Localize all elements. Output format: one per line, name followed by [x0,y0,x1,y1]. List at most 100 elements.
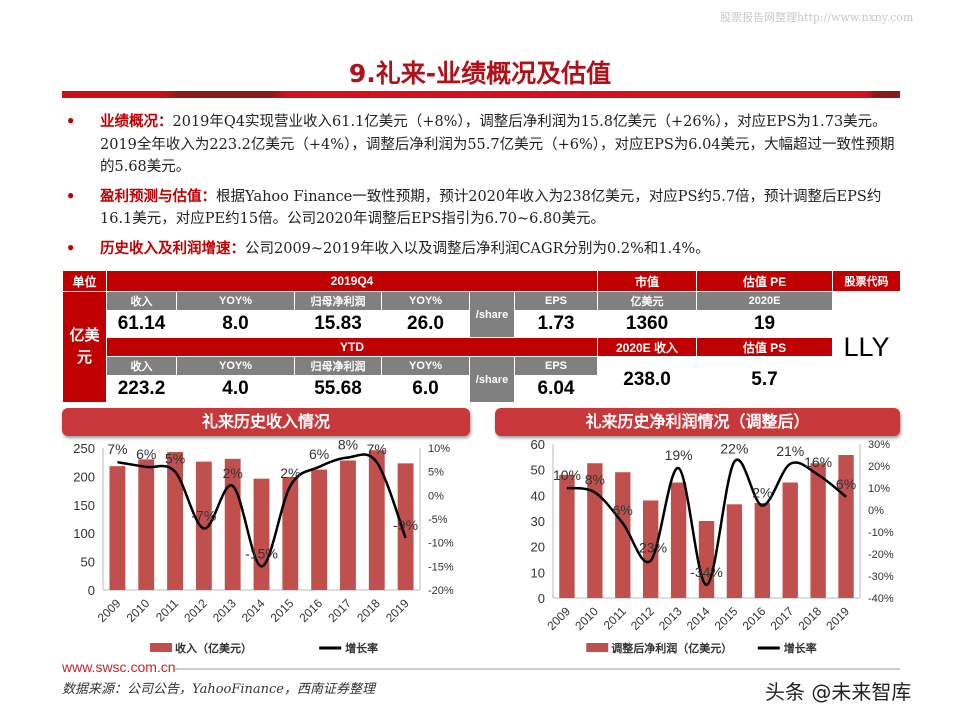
bar [109,466,126,590]
x-tick-label: 2014 [239,596,268,625]
bar [368,450,385,590]
col-header: YOY% [381,356,470,376]
y-tick-label: 100 [73,526,95,541]
bar [698,521,715,598]
y-tick-label: 150 [73,498,95,513]
x-tick-label: 2015 [268,596,297,625]
col-header: EPS [513,356,599,376]
col-header: 归母净利润 [294,356,382,376]
data-label: 6% [613,502,633,518]
x-tick-label: 2014 [684,604,713,633]
ps-header: 估值 PS [696,337,834,357]
legend-label: 收入（亿美元） [175,641,252,655]
bar [559,474,575,598]
ytd-net-profit-yoy: 6.0 [381,375,470,403]
bullet-heading: 历史收入及利润增速： [100,240,245,257]
x-tick-label: 2013 [656,604,685,633]
bar [311,469,328,590]
footer-divider [175,668,900,670]
data-label: 6% [136,446,156,462]
title-divider [62,91,900,98]
watermark: 股票报告网整理http://www.nxny.com [720,11,914,24]
data-label: 2% [280,465,300,481]
share-label: /share [469,291,515,338]
y2-tick-label: 10% [868,483,890,495]
q4-eps: 1.73 [513,310,599,338]
y-tick-label: 20 [531,540,545,555]
y2-tick-label: -15% [428,561,454,573]
page-title: 9.礼来-业绩概况及估值 [348,59,612,88]
data-label: 6% [309,446,329,462]
rev2020-value: 238.0 [597,356,698,403]
legend-swatch-bar [150,643,172,652]
bar [167,451,183,590]
bar [615,472,631,598]
y2-tick-label: -40% [868,593,894,605]
data-label: 10% [553,467,581,483]
data-label: 19% [665,447,693,463]
y2-tick-label: 20% [868,461,890,473]
financial-summary-table: 单位 2019Q4 市值 估值 PE 股票代码 亿美元 收入 YOY% 归母净利… [62,270,902,403]
data-label: 22% [720,441,748,457]
bar [282,476,299,590]
share-label: /share [469,356,515,403]
growth-line [566,458,847,587]
bullet-heading: 业绩概况： [100,114,173,130]
website-link[interactable]: www.swsc.com.cn [62,659,176,675]
col-header: EPS [513,291,599,311]
x-tick-label: 2017 [768,604,797,633]
x-tick-label: 2019 [823,604,852,633]
x-tick-label: 2012 [628,604,657,633]
ticker-value: LLY [832,291,902,403]
legend-label: 调整后净利润（亿美元） [611,641,732,655]
y2-tick-label: -5% [428,514,448,526]
data-label: -7% [191,507,216,523]
bar [643,500,659,598]
logo-watermark: 头条 @未来智库 [765,680,912,704]
rev2020-header: 2020E 收入 [597,337,698,357]
col-header: 收入 [106,291,177,311]
col-header: YOY% [176,291,295,311]
legend-label: 增长率 [345,641,378,655]
y-tick-label: 250 [73,441,95,456]
y-tick-label: 50 [531,463,545,478]
bullet-item: • 盈利预测与估值：根据Yahoo Finance一致性预期，预计2020年收入为… [62,186,902,231]
y2-tick-label: -20% [868,549,894,561]
x-tick-label: 2009 [544,604,573,633]
data-label: -9% [393,517,418,533]
bar [340,460,356,590]
revenue-chart-title: 礼来历史收入情况 [62,408,470,436]
ticker-header: 股票代码 [832,270,902,292]
ytd-revenue: 223.2 [106,375,177,403]
data-label: -23% [634,540,667,556]
bullet-body: 2019年Q4实现营业收入61.1亿美元（+8%），调整后净利润为15.8亿美元… [100,114,895,175]
mcap-unit: 亿美元 [597,291,698,311]
bullet-list: • 业绩概况：2019年Q4实现营业收入61.1亿美元（+8%），调整后净利润为1… [62,111,902,267]
data-label: 7% [367,441,387,457]
ytd-revenue-yoy: 4.0 [176,375,295,403]
bar [754,503,770,598]
bar [138,459,155,590]
source-note: 数据来源：公司公告，YahooFinance，西南证券整理 [62,682,375,697]
q4-revenue-yoy: 8.0 [176,310,295,338]
data-label: -15% [245,545,278,561]
ytd-header: YTD [105,337,599,357]
y-tick-label: 50 [81,555,95,570]
bar [253,478,270,590]
bullet-icon: • [66,113,76,130]
x-tick-label: 2015 [712,604,741,633]
mcap-header: 市值 [597,270,698,292]
y2-tick-label: 10% [428,443,450,455]
x-tick-label: 2019 [383,596,412,625]
legend-swatch-bar [586,643,609,652]
bar [397,463,414,590]
col-header: 归母净利润 [294,291,382,311]
y2-tick-label: -10% [428,538,454,550]
q4-net-profit-yoy: 26.0 [381,310,470,338]
data-label: 7% [107,441,127,457]
profit-chart: 0 10 20 30 40 50 60 -40% -30% -20% -10% 0% 10% 20% 30%… [531,438,894,655]
y-tick-label: 0 [88,583,95,598]
y2-tick-label: 0% [428,490,444,502]
data-label: 2% [752,485,772,501]
col-header: YOY% [381,291,470,311]
